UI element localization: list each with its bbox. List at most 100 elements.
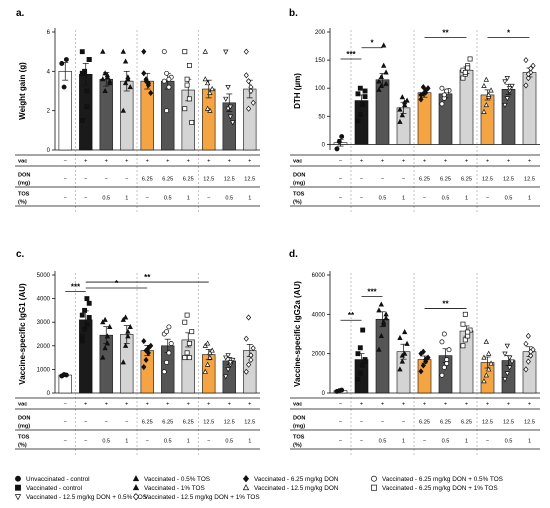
- legend-marker-icon: [242, 475, 250, 483]
- table-cell: 12.5: [503, 420, 514, 426]
- data-point: [227, 114, 234, 120]
- data-point: [399, 94, 405, 100]
- table-cell: +: [187, 402, 190, 408]
- data-point: [182, 355, 188, 361]
- data-point: [462, 311, 468, 317]
- table-cell: +: [486, 159, 489, 165]
- data-point: [525, 71, 531, 78]
- significance-label: **: [348, 311, 355, 320]
- data-point: [481, 354, 487, 360]
- table-cell: 1: [402, 439, 405, 445]
- data-point: [164, 108, 170, 114]
- data-point: [355, 91, 361, 97]
- data-point: [104, 340, 111, 346]
- data-point: [120, 48, 126, 54]
- data-point: [397, 334, 403, 340]
- legend-marker-icon: [132, 493, 140, 501]
- table-cell: −: [125, 177, 128, 183]
- table-cell: 12.5: [244, 177, 255, 183]
- table-cell: 6.25: [142, 420, 153, 426]
- y-tick-label: 1000: [37, 367, 51, 373]
- significance-label: ***: [71, 283, 81, 292]
- table-cell: −: [402, 177, 405, 183]
- table-cell: −: [360, 196, 363, 202]
- data-point: [525, 332, 531, 340]
- data-point: [420, 83, 426, 91]
- data-point: [444, 357, 450, 363]
- y-tick-label: 6000: [312, 273, 326, 279]
- significance-label: *: [507, 29, 511, 38]
- table-cell: −: [381, 177, 384, 183]
- table-cell: 1: [402, 196, 405, 202]
- data-point: [402, 350, 408, 356]
- data-point: [246, 314, 252, 321]
- legend-marker-icon: [15, 475, 21, 482]
- data-point: [423, 89, 429, 96]
- legend-item: Vaccinated - 6.25 mg/kg DON + 1% TOS: [371, 484, 498, 492]
- table-cell: +: [228, 159, 231, 165]
- y-tick-label: 150: [315, 58, 326, 64]
- data-point: [525, 358, 531, 365]
- data-point: [143, 356, 149, 364]
- table-cell: +: [528, 159, 531, 165]
- table-cell: −: [207, 196, 210, 202]
- y-axis-title: Vaccine-specific IgG2a (AU): [293, 281, 302, 387]
- row-label: DON: [293, 416, 305, 422]
- data-point: [528, 65, 534, 72]
- treatment-table: vac − + + + + + + + + + DON (mg) − − − − 6.25 6.25 6.25 12.5…: [15, 154, 260, 207]
- data-point: [202, 76, 208, 82]
- data-point: [182, 49, 188, 55]
- data-point: [420, 362, 426, 369]
- y-tick-label: 4000: [312, 312, 326, 318]
- data-point: [120, 359, 126, 365]
- data-point: [82, 68, 88, 74]
- data-point: [207, 354, 213, 360]
- data-point: [84, 88, 90, 94]
- table-cell: +: [146, 159, 149, 165]
- legend-item: Unvaccinated - control: [15, 475, 90, 483]
- data-point: [223, 49, 229, 55]
- data-point: [166, 350, 172, 356]
- data-point: [486, 350, 492, 356]
- data-point: [209, 85, 215, 92]
- data-point: [79, 118, 85, 123]
- data-point: [84, 104, 90, 110]
- table-cell: 0.5: [379, 196, 387, 202]
- data-point: [523, 57, 529, 64]
- legend-label: Vaccinated - 6.25 mg/kg DON + 1% TOS: [382, 485, 498, 492]
- table-cell: +: [528, 402, 531, 408]
- legend-marker-icon: [371, 475, 377, 482]
- row-label: vac: [18, 159, 27, 165]
- data-point: [61, 84, 67, 90]
- table-cell: 12.5: [244, 420, 255, 426]
- legend-item: Vaccinated - 12.5 mg/kg DON: [242, 484, 339, 492]
- table-cell: 12.5: [203, 177, 214, 183]
- table-cell: +: [84, 159, 87, 165]
- data-point: [507, 365, 513, 371]
- data-point: [462, 70, 468, 75]
- row-label: vac: [18, 402, 27, 408]
- y-tick-label: 0: [322, 142, 326, 148]
- table-cell: −: [64, 196, 67, 202]
- data-point: [182, 319, 188, 325]
- chart-panel: a. Weight gain (g) 0 2 4 6 vac − + + + + + + + + + DON (mg…: [15, 8, 260, 213]
- table-cell: 12.5: [524, 177, 535, 183]
- data-point: [141, 48, 147, 55]
- table-cell: +: [228, 402, 231, 408]
- data-point: [357, 345, 363, 351]
- y-tick-label: 0: [322, 391, 326, 397]
- legend-label: Vaccinated - 6.25 mg/kg DON + 0.5% TOS: [382, 476, 503, 483]
- y-tick-label: 50: [318, 114, 325, 120]
- bar: [375, 318, 390, 394]
- row-label: (%): [293, 200, 302, 206]
- table-cell: 12.5: [524, 420, 535, 426]
- y-tick-label: 5000: [37, 273, 51, 279]
- significance-label: ***: [346, 50, 356, 59]
- table-cell: +: [465, 159, 468, 165]
- panel-letter: a.: [16, 8, 25, 19]
- data-point: [84, 296, 90, 302]
- data-point: [523, 366, 529, 373]
- table-cell: +: [248, 159, 251, 165]
- table-cell: 0.5: [442, 196, 450, 202]
- data-point: [202, 368, 208, 374]
